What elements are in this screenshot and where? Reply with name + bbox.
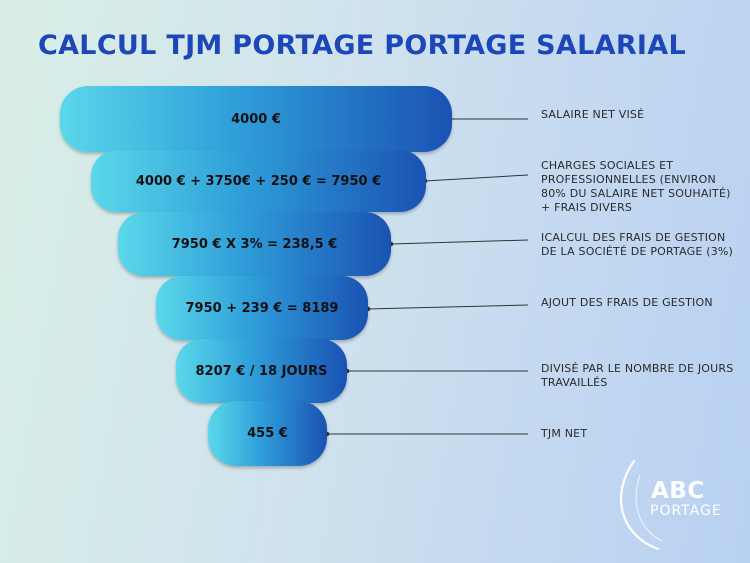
connector-3 <box>390 239 529 245</box>
funnel-step-6-formula: 455 € <box>247 426 288 441</box>
funnel-step-1: 4000 € <box>60 86 452 152</box>
funnel-step-5-formula: 8207 € / 18 JOURS <box>195 363 328 379</box>
connector-2 <box>424 174 529 182</box>
funnel-step-3: 7950 € X 3% = 238,5 € <box>118 212 391 276</box>
step-6-label: TJM net <box>541 427 588 440</box>
funnel-step-5: 8207 € / 18 JOURS <box>176 339 347 403</box>
funnel-step-3-formula: 7950 € X 3% = 238,5 € <box>171 236 338 252</box>
step-2-label: Charges sociales et professionnelles (en… <box>541 159 731 214</box>
funnel-step-6: 455 € <box>208 401 327 466</box>
step-4-label: Ajout des frais de gestion <box>541 296 713 309</box>
funnel-step-1-formula: 4000 € <box>231 111 281 127</box>
step-5-label: Divisé par le nombre de jours travaillés <box>541 362 734 389</box>
funnel-step-4-formula: 7950 + 239 € = 8189 <box>185 300 339 316</box>
funnel-step-4: 7950 + 239 € = 8189 <box>156 276 368 340</box>
funnel-step-2: 4000 € + 3750€ + 250 € = 7950 € <box>91 150 426 212</box>
abc-portage-logo-icon <box>620 459 663 551</box>
logo-text-abc: ABC <box>651 478 705 504</box>
connector-4 <box>367 304 529 310</box>
step-3-label: Icalcul des frais de gestion de la socié… <box>541 231 734 258</box>
funnel-step-2-formula: 4000 € + 3750€ + 250 € = 7950 € <box>135 173 382 189</box>
step-1-label: Salaire net visé <box>541 108 645 121</box>
page-title: CALCUL TJM PORTAGE PORTAGE SALARIAL <box>38 30 686 61</box>
logo-text-portage: PORTAGE <box>650 503 722 519</box>
